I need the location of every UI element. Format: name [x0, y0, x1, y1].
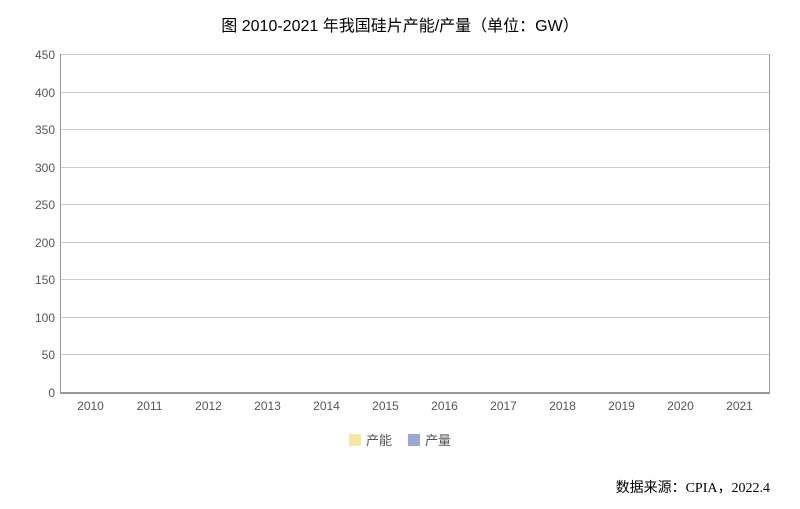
gridline: 350: [61, 129, 769, 130]
x-tick-label: 2010: [77, 393, 104, 413]
gridline: 50: [61, 354, 769, 355]
y-tick-label: 300: [35, 161, 61, 175]
y-tick-label: 250: [35, 198, 61, 212]
x-tick-label: 2011: [137, 393, 163, 413]
gridline: 150: [61, 279, 769, 280]
y-tick-label: 450: [35, 48, 61, 62]
chart-legend: 产能 产量: [0, 424, 800, 449]
y-tick-label: 200: [35, 236, 61, 250]
plot-area: 2010201120122013201420152016201720182019…: [60, 54, 770, 394]
legend-label: 产量: [425, 430, 451, 449]
legend-item: 产量: [408, 430, 451, 449]
legend-label: 产能: [366, 430, 392, 449]
y-tick-label: 150: [35, 273, 61, 287]
x-tick-label: 2012: [195, 393, 222, 413]
gridline: 100: [61, 317, 769, 318]
x-tick-label: 2018: [549, 393, 576, 413]
y-tick-label: 0: [48, 386, 61, 400]
gridline: 400: [61, 92, 769, 93]
data-source: 数据来源：CPIA，2022.4: [616, 477, 770, 497]
x-tick-label: 2020: [667, 393, 694, 413]
x-tick-label: 2017: [490, 393, 517, 413]
x-tick-label: 2013: [254, 393, 281, 413]
gridline: 0: [61, 392, 769, 393]
x-tick-label: 2019: [608, 393, 635, 413]
y-tick-label: 50: [42, 348, 61, 362]
y-tick-label: 400: [35, 86, 61, 100]
y-tick-label: 100: [35, 311, 61, 325]
y-tick-label: 350: [35, 123, 61, 137]
legend-swatch: [349, 434, 361, 446]
gridline: 250: [61, 204, 769, 205]
legend-item: 产能: [349, 430, 392, 449]
gridline: 300: [61, 167, 769, 168]
x-tick-label: 2016: [431, 393, 458, 413]
x-tick-label: 2015: [372, 393, 399, 413]
gridline: 450: [61, 54, 769, 55]
x-tick-label: 2014: [313, 393, 340, 413]
bars-layer: 2010201120122013201420152016201720182019…: [61, 55, 769, 393]
gridline: 200: [61, 242, 769, 243]
x-tick-label: 2021: [726, 393, 753, 413]
chart-container: 2010 2011 2012 2013 2014 2015 2016 2017 2018 2019…: [20, 44, 780, 424]
chart-title: 图 2010-2021 年我国硅片产能/产量（单位：GW）: [0, 0, 800, 44]
legend-swatch: [408, 434, 420, 446]
